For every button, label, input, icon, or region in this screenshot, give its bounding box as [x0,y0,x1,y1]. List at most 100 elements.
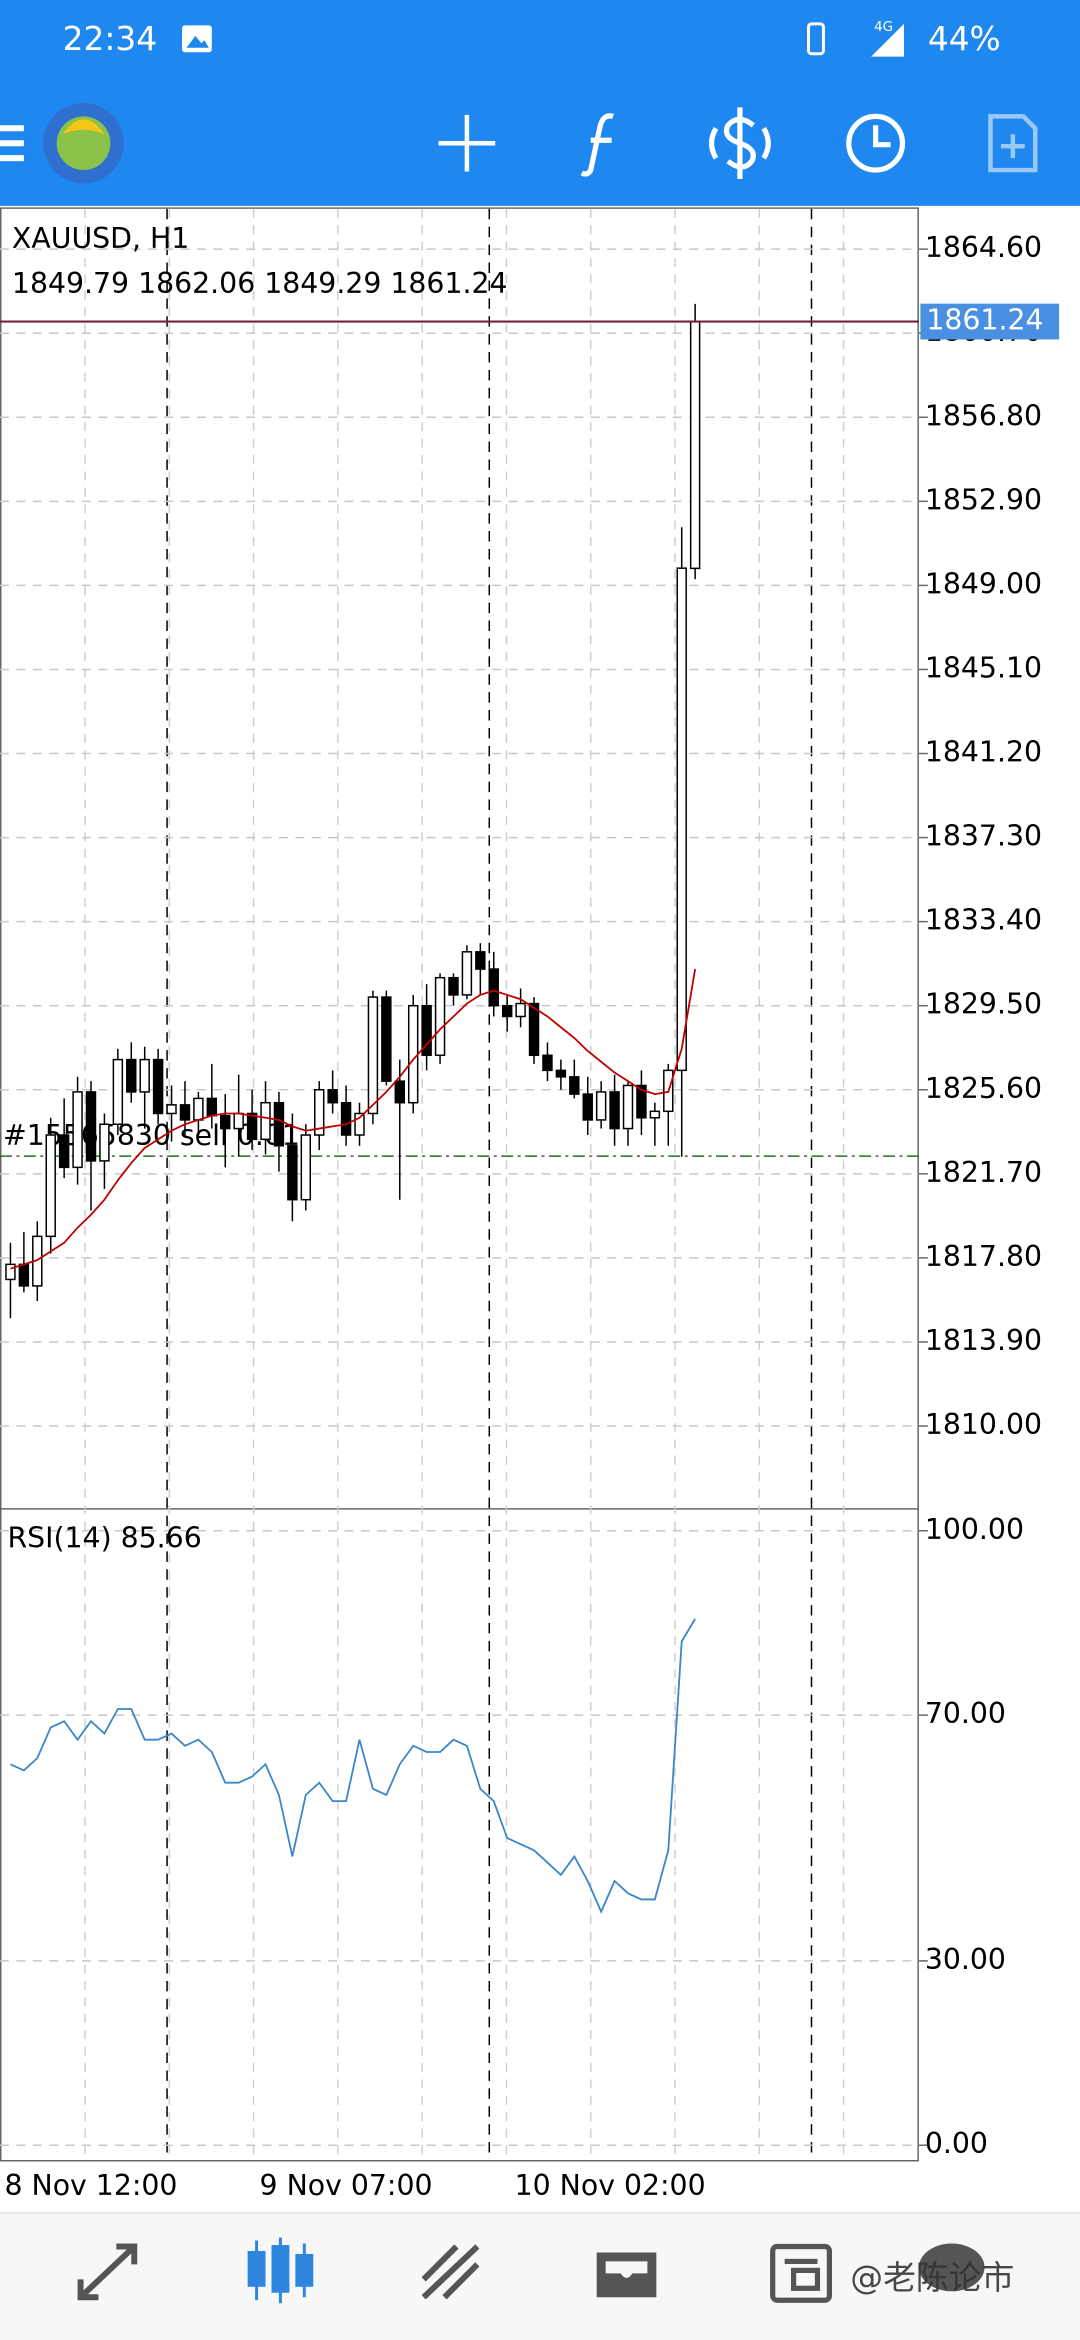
y-tick-label: 100.00 [925,1513,1024,1546]
nav-news[interactable] [770,2243,833,2303]
candle-body [488,968,499,1007]
candle-body [246,1112,258,1141]
candle-body [179,1104,191,1121]
candle-body [139,1058,150,1093]
candle-body [407,1004,419,1104]
candle-body [475,951,486,970]
candle-body [287,1145,298,1201]
rsi-line [10,1618,696,1914]
chart-title: XAUUSD, H1 [12,222,189,255]
candle-body [58,1134,70,1169]
status-image-glyph [186,35,209,48]
candle-body [260,1101,271,1141]
candle-body [569,1076,580,1095]
candle-body [166,1104,177,1115]
history-button[interactable] [846,113,906,173]
last-price-label: 1861.24 [926,304,1043,337]
candle-body [622,1084,634,1130]
y-tick-label: 1825.60 [925,1072,1042,1105]
trade-button[interactable] [708,107,771,180]
nav-chart[interactable] [247,2237,314,2304]
new-order-button[interactable] [988,114,1038,173]
candle-body [394,1080,406,1104]
battery-level: 44% [928,20,1001,58]
ohlc-readout: 1849.79 1862.06 1849.29 1861.24 [12,267,508,300]
crosshair-button[interactable] [438,114,496,172]
y-tick-label: 0.00 [925,2127,988,2160]
candle-body [233,1112,244,1130]
y-tick-label: 1817.80 [925,1240,1042,1273]
nav-quotes[interactable] [77,2243,138,2301]
y-tick-label: 1813.90 [925,1324,1042,1357]
nav-trade[interactable] [421,2244,480,2300]
y-tick-label: 1841.20 [925,736,1042,769]
y-tick-label: 1837.30 [925,820,1042,853]
y-tick-label: 1852.90 [925,483,1042,516]
watermark: @老陈论市 [850,2259,1014,2297]
chart-frame [0,207,919,2162]
chart-layer: 1864.601860.701856.801852.901849.001845.… [0,231,1060,2202]
y-tick-label: 1810.00 [925,1408,1042,1441]
candle-body [421,1004,432,1057]
candle-body [636,1084,647,1119]
y-tick-label: 1845.10 [925,651,1042,684]
candle-body [18,1263,30,1287]
candle-body [582,1093,593,1121]
candle-body [126,1058,137,1093]
y-tick-label: 1821.70 [925,1156,1042,1189]
candle-body [300,1134,312,1201]
candle-body [555,1069,567,1078]
candle-body [528,1002,540,1057]
candle-body [689,320,701,570]
y-tick-label: 1849.00 [925,567,1042,600]
candle-body [354,1112,365,1136]
candle-body [340,1101,352,1136]
candle-body [542,1054,553,1072]
header-bg [0,0,1080,206]
candle-body [327,1089,338,1104]
candle-body [193,1097,204,1121]
bottom-nav [0,2212,1080,2340]
vertical-grid [84,208,845,2160]
candle-body [314,1089,325,1136]
x-tick-label: 10 Nov 02:00 [515,2169,706,2202]
period-separators [166,208,813,2160]
nav-messages[interactable] [918,2243,985,2292]
rsi-title: RSI(14) 85.66 [7,1521,201,1554]
candle-body [273,1101,285,1147]
status-time: 22:34 [63,20,158,58]
candle-body [515,1002,526,1018]
x-tick-label: 8 Nov 12:00 [4,2169,177,2202]
candle-body [676,567,687,1072]
y-tick-label: 1829.50 [925,988,1042,1021]
candle-body [5,1263,16,1281]
vibrate-icon [807,22,825,56]
candle-body [45,1134,56,1238]
y-tick-label: 1856.80 [925,399,1042,432]
y-tick-label: 70.00 [925,1697,1006,1730]
candle-body [112,1058,124,1125]
candle-body [595,1091,607,1121]
candle-body [367,996,379,1115]
network-type: 4G [874,20,893,35]
indicators-button[interactable] [580,113,614,177]
candle-body [609,1091,620,1130]
menu-button[interactable] [0,125,24,162]
candle-body [434,976,446,1057]
candle-body [206,1097,218,1117]
last-price-box [920,303,1060,340]
candle-body [72,1091,83,1169]
candle-body [381,996,392,1082]
app-logo-leaf [62,119,105,135]
y-tick-label: 30.00 [925,1943,1006,1976]
candle-body [152,1058,164,1115]
candle-body [99,1123,110,1162]
candle-body [85,1091,97,1162]
candle-body [649,1110,661,1119]
x-tick-label: 9 Nov 07:00 [260,2169,433,2202]
y-tick-label: 1833.40 [925,904,1042,937]
nav-history[interactable] [596,2252,657,2298]
candle-body [220,1114,231,1130]
candle-body [501,1004,513,1018]
